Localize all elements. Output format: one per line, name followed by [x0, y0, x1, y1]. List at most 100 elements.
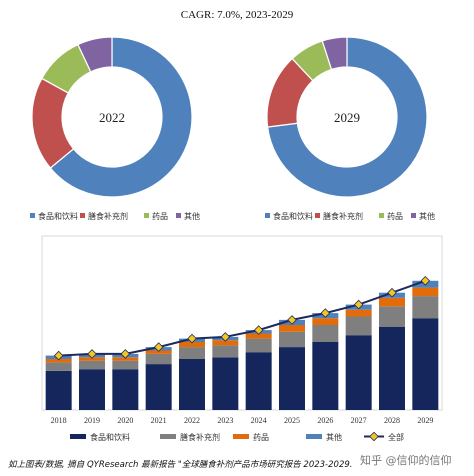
bar-segment — [212, 345, 239, 358]
legend-label: 全部 — [388, 432, 404, 442]
x-tick-label: 2029 — [417, 416, 433, 425]
bar-segment — [179, 347, 205, 359]
bar-segment — [412, 318, 439, 410]
x-tick-label: 2026 — [317, 416, 333, 425]
bar-segment — [312, 325, 339, 342]
bar-segment — [212, 357, 239, 410]
x-tick-label: 2020 — [117, 416, 133, 425]
bar-segment — [412, 287, 439, 297]
bar-segment — [145, 364, 172, 410]
legend-label: 膳食补充剂 — [323, 211, 363, 221]
x-tick-label: 2019 — [84, 416, 100, 425]
bar-segment — [279, 331, 305, 348]
total-marker — [53, 350, 64, 361]
bar-segment — [112, 360, 139, 370]
bar-segment — [312, 318, 339, 325]
cagr-title: CAGR: 7.0%, 2023-2029 — [180, 9, 294, 21]
bar-segment — [345, 335, 372, 410]
legend-swatch — [160, 434, 176, 439]
legend-label: 食品和饮料 — [38, 211, 78, 221]
x-tick-label: 2022 — [184, 416, 200, 425]
bar-segment — [379, 326, 405, 410]
legend-label: 药品 — [253, 432, 269, 442]
legend-swatch — [306, 434, 322, 439]
bar-segment — [179, 359, 205, 410]
legend-swatch — [70, 434, 86, 439]
legend-swatch — [30, 213, 35, 218]
legend-swatch — [411, 213, 416, 218]
total-marker — [220, 332, 231, 342]
legend-label: 其他 — [326, 432, 342, 442]
legend-label: 膳食补充剂 — [88, 211, 128, 221]
x-tick-label: 2027 — [351, 416, 367, 425]
bar-segment — [145, 350, 172, 354]
legend-marker — [369, 431, 379, 442]
bar-segment — [45, 362, 72, 371]
legend-label: 药品 — [152, 211, 168, 221]
bar-segment — [45, 370, 72, 410]
bar-segment — [45, 359, 72, 363]
bar-segment — [145, 353, 172, 365]
total-marker — [153, 342, 164, 352]
bar-segment — [112, 369, 139, 410]
legend-label: 食品和饮料 — [90, 432, 130, 442]
bar-segment — [245, 352, 272, 410]
total-marker — [287, 315, 297, 325]
donut-chart-2029: 2029 — [266, 36, 428, 198]
donut-legend-2029: 食品和饮料 膳食补充剂 药品 其他 — [265, 211, 435, 221]
bar-segment — [312, 342, 339, 410]
total-marker — [87, 349, 97, 359]
bar-segment — [212, 340, 239, 346]
total-marker — [387, 287, 397, 298]
total-marker — [187, 333, 197, 344]
x-tick-label: 2021 — [151, 416, 167, 425]
total-marker — [253, 325, 264, 335]
donut-slice — [266, 36, 428, 198]
bar-segment — [179, 342, 205, 348]
bar-segment — [345, 309, 372, 317]
bar-segment — [279, 347, 305, 410]
total-marker — [320, 308, 331, 318]
bar-segment — [379, 297, 405, 307]
bar-segment — [79, 360, 105, 370]
legend-swatch — [176, 213, 181, 218]
total-marker — [420, 275, 431, 286]
total-marker — [120, 349, 131, 359]
legend-swatch — [379, 213, 384, 218]
bar-segment — [79, 357, 105, 361]
bar-segment — [412, 296, 439, 319]
x-tick-label: 2024 — [251, 416, 267, 425]
donut-slice — [49, 36, 193, 198]
x-tick-label: 2028 — [384, 416, 400, 425]
donut-legend-2022: 食品和饮料 膳食补充剂 药品 其他 — [30, 211, 200, 221]
bar-segment — [245, 338, 272, 353]
bar-segment — [245, 333, 272, 339]
stacked-bar-chart: 2018 2019 2020 2021 2022 2023 2024 2025 2026 2027… — [41, 235, 443, 425]
source-note: 如上图表/数据, 摘自 QYResearch 最新报告 "全球膳食补剂产品市场研… — [8, 460, 353, 470]
legend-label: 其他 — [184, 211, 200, 221]
legend-label: 膳食补充剂 — [180, 432, 220, 442]
bar-segment — [379, 306, 405, 327]
bar-segment — [79, 369, 105, 410]
donut-slice — [77, 36, 113, 73]
legend-swatch — [315, 213, 320, 218]
total-marker — [353, 299, 364, 310]
total-line — [58, 279, 426, 357]
x-tick-label: 2018 — [51, 416, 67, 425]
donut-center-label: 2029 — [334, 110, 360, 125]
watermark: 知乎 @信仰的信仰 — [360, 454, 452, 467]
bar-segment — [279, 325, 305, 332]
legend-swatch — [144, 213, 149, 218]
donut-chart-2022: 2022 — [31, 36, 193, 198]
legend-label: 食品和饮料 — [273, 211, 313, 221]
bar-chart-legend: 食品和饮料 膳食补充剂 药品 其他 全部 — [70, 431, 404, 442]
legend-label: 其他 — [419, 211, 435, 221]
legend-swatch — [80, 213, 85, 218]
donut-slice — [321, 36, 348, 71]
x-tick-label: 2023 — [217, 416, 233, 425]
x-tick-label: 2025 — [284, 416, 300, 425]
bar-segment — [345, 316, 372, 336]
legend-label: 药品 — [387, 211, 403, 221]
legend-swatch — [265, 213, 270, 218]
